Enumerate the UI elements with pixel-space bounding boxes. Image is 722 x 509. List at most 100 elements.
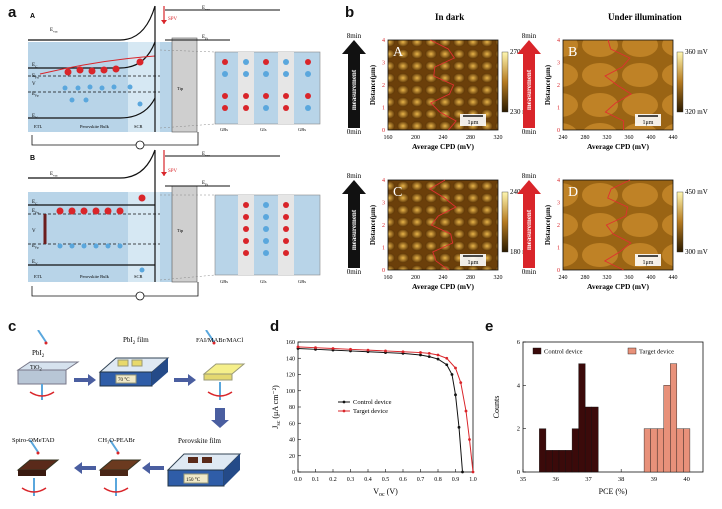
measurement-label: measurement [350, 209, 358, 250]
afm-panel-letter: D [568, 185, 578, 200]
cpd-axis-label: Average CPD (mV) [587, 142, 649, 151]
plot-frame [522, 341, 704, 473]
y-axis-label: Counts [492, 396, 501, 419]
perovskite-region-B [28, 192, 188, 282]
cpd-profile-line [603, 179, 632, 271]
data-point [445, 356, 449, 360]
data-point [436, 353, 440, 357]
gis-label-B: GIs [260, 279, 267, 284]
legend-label: Control device [544, 349, 583, 356]
x-tick-label: 36 [552, 476, 559, 483]
x-tick-label: 360 [625, 135, 634, 141]
data-point [349, 347, 352, 351]
y-tick-label: 4 [517, 382, 521, 389]
tip-label-B: Tip [177, 228, 184, 233]
x-tick-label: 240 [439, 135, 448, 141]
spv-label-A: SPV [168, 17, 178, 22]
y-tick-label: 0 [517, 469, 520, 476]
svg-text:Evac: Evac [202, 152, 210, 158]
histogram-bar [578, 363, 586, 473]
scalebar-label: 1μm [468, 120, 479, 126]
ev-label-B: E [32, 260, 35, 265]
afm-panel-letter: C [393, 185, 402, 200]
legend-swatch [627, 347, 637, 355]
histogram-bar [643, 428, 651, 473]
histogram-bar [539, 428, 547, 473]
tip-block-A [171, 37, 198, 133]
y-tick-label: 2 [557, 83, 560, 89]
y-tick-label: 4 [557, 178, 560, 184]
y-tick-label: 2 [557, 223, 560, 229]
svg-text:EFn: EFn [32, 74, 39, 80]
x-tick-label: 320 [494, 135, 503, 141]
y-tick-label: 3 [382, 201, 385, 207]
data-point [450, 373, 454, 376]
y-tick-label: 160 [286, 340, 295, 346]
arrow-down-icon [211, 408, 229, 428]
data-point [296, 345, 300, 349]
data-point [401, 350, 405, 354]
svg-text:Evac: Evac [202, 6, 210, 12]
svg-text:EFt: EFt [202, 181, 208, 187]
histogram-bar [670, 363, 678, 473]
panel-label-b: b [345, 4, 355, 21]
histogram-bar [650, 428, 658, 473]
x-tick-label: 200 [411, 135, 420, 141]
colorbar [501, 191, 509, 253]
y-axis-label: Jsc (μA cm⁻²) [271, 385, 282, 429]
svg-text:EFp: EFp [32, 244, 39, 250]
jv-chart: 0.0 0.1 0.2 0.3 0.4 0.5 0.6 0.7 0.8 0.9 1.0 0 20 40 60… [271, 340, 477, 498]
cpd-axis-label: Average CPD (mV) [412, 282, 474, 291]
data-point [461, 470, 464, 474]
cpd-profile-line [604, 39, 633, 131]
bulk-label-B: Perovskite Bulk [80, 274, 110, 279]
efn-label-B: E [32, 209, 35, 214]
ec-label-B: E [32, 200, 35, 205]
afm-panel-a: measurement 8min 0min Distance(μm) A 1μm 0 1 2 3 4… [342, 32, 533, 151]
afm-figure: In dark Under illumination measurement 8m… [342, 12, 708, 291]
x-tick-label: 280 [581, 275, 590, 281]
scalebar [460, 114, 486, 126]
time-top-label: 8min [522, 172, 537, 180]
svg-text:EFt: EFt [202, 35, 208, 41]
svg-text:Evac: Evac [50, 172, 58, 178]
data-point [454, 393, 457, 397]
histogram-bar [663, 385, 671, 473]
col-title-light: Under illumination [608, 12, 682, 22]
x-tick-label: 160 [384, 275, 393, 281]
x-tick-label: 0.4 [364, 477, 372, 483]
cpd-profile-line [428, 179, 457, 271]
efn-label-A: E [32, 74, 35, 79]
x-tick-label: 0.7 [417, 477, 425, 483]
x-tick-label: 240 [439, 275, 448, 281]
tip-block-B [171, 185, 198, 283]
cpd-profile-line [430, 39, 457, 131]
x-tick-label: 320 [494, 275, 503, 281]
evac-right-label-A: E [202, 6, 205, 11]
x-tick-label: 38 [618, 476, 625, 483]
evac-label-A: E [50, 28, 53, 33]
histogram-bar [584, 406, 592, 473]
gbs-label-B-right: GBs [298, 279, 306, 284]
gis-label-A: GIs [260, 127, 267, 132]
pipette-icon-3 [109, 439, 120, 455]
x-tick-label: 160 [384, 135, 393, 141]
perovskite-region-A [28, 42, 188, 132]
distance-axis-label: Distance(μm) [369, 64, 377, 105]
y-tick-label: 1 [557, 106, 560, 112]
x-tick-label: 400 [647, 135, 656, 141]
panel-label-a: a [8, 4, 17, 21]
y-tick-label: 1 [382, 246, 385, 252]
data-point [314, 346, 317, 350]
svg-text:EC: EC [32, 63, 38, 69]
data-point [459, 381, 463, 385]
scr-label-B: SCR [134, 274, 143, 279]
svg-text:EC: EC [32, 200, 38, 206]
time-top-label: 8min [522, 32, 537, 40]
histogram-bar [676, 428, 684, 473]
y-tick-label: 2 [382, 223, 385, 229]
y-tick-label: 2 [382, 83, 385, 89]
svg-text:EV: EV [32, 260, 38, 266]
pbi2-film-label: PbI [123, 336, 133, 344]
x-tick-label: 37 [585, 476, 592, 483]
